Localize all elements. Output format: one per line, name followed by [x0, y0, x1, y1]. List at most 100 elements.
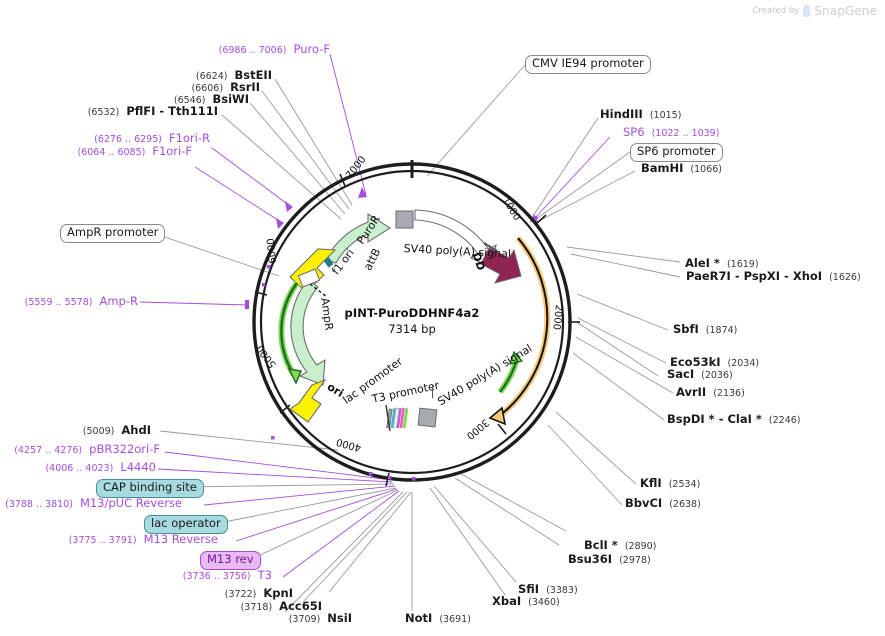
enzyme-label-acc65i[interactable]: (3718) Acc65I [160, 599, 322, 613]
boxed-label-m13-rev[interactable]: M13 rev [200, 551, 261, 570]
watermark-brand: SnapGene [814, 4, 877, 18]
enzyme-label-hindiii[interactable]: HindIII (1015) [600, 108, 682, 121]
enzyme-position: (3718) [240, 602, 273, 613]
enzyme-name: NotI [405, 611, 433, 625]
enzyme-name: RsrII [230, 80, 260, 94]
primer-name: M13 Reverse [143, 532, 218, 546]
enzyme-label-rsrii[interactable]: (6606) RsrII [60, 80, 260, 94]
primer-name: T3 [257, 568, 272, 582]
leader-lines-right [426, 64, 681, 506]
enzyme-label-bsiwi[interactable]: (6546) BsiWI [60, 92, 249, 106]
primer-range: (4006 .. 4023) [45, 463, 114, 474]
enzyme-label-alei[interactable]: AleI * (1619) [685, 256, 759, 270]
enzyme-name: BsiWI [212, 92, 249, 106]
primer-label-t3[interactable]: (3736 .. 3756) T3 [0, 568, 272, 582]
primer-label-m13-puc-reverse[interactable]: (3788 .. 3810) M13/pUC Reverse [0, 497, 182, 510]
feature-arc-sv40-polya-right [488, 236, 551, 426]
enzyme-label-noti[interactable]: NotI (3691) [405, 611, 471, 625]
tick-label-6000: 6000 [265, 237, 279, 265]
enzyme-name: BbvCI [625, 496, 663, 510]
enzyme-label-saci[interactable]: SacI (2036) [667, 367, 733, 381]
boxed-label-sp6-promoter[interactable]: SP6 promoter [630, 143, 723, 162]
enzyme-name: AleI * [685, 256, 720, 270]
enzyme-name: SfiI [518, 582, 540, 596]
primer-range: (4257 .. 4276) [14, 445, 83, 456]
plasmid-title: pINT-PuroDDHNF4a2 7314 bp [332, 306, 492, 336]
enzyme-position: (1066) [690, 164, 723, 175]
enzyme-name: BstEII [234, 68, 272, 82]
enzyme-label-bamhi[interactable]: BamHI (1066) [641, 161, 723, 175]
enzyme-name: BamHI [641, 161, 684, 175]
enzyme-name: Acc65I [279, 599, 322, 613]
feature-arc-green-right [497, 350, 524, 394]
leader-primer-sp6 [530, 136, 611, 222]
enzyme-name: Eco53kI [670, 355, 721, 369]
primer-label-amp-r[interactable]: (5559 .. 5578) Amp-R [0, 295, 138, 308]
enzyme-name: SacI [667, 367, 695, 381]
primer-name: pBR322ori-F [89, 442, 160, 456]
enzyme-name: XbaI [492, 594, 522, 608]
primer-range: (3775 .. 3791) [68, 535, 137, 546]
enzyme-name: AvrII [676, 385, 707, 399]
enzyme-name: KflI [640, 476, 662, 490]
enzyme-label-bsu36i[interactable]: Bsu36I (2978) [568, 552, 651, 566]
enzyme-name: SbfI [673, 322, 699, 336]
enzyme-label-bcli[interactable]: BclI * (2890) [584, 538, 656, 552]
enzyme-name: BclI * [584, 538, 618, 552]
primer-range: (3736 .. 3756) [182, 571, 251, 582]
enzyme-label-kpni[interactable]: (3722) KpnI [140, 586, 293, 600]
boxed-label-cap-binding-site[interactable]: CAP binding site [96, 479, 204, 498]
feature-cluster-promoters [385, 404, 438, 432]
enzyme-position: (3709) [288, 614, 321, 625]
enzyme-label-kfli[interactable]: KflI (2534) [640, 476, 701, 490]
enzyme-label-bspdi-clai[interactable]: BspDI * - ClaI * (2246) [667, 412, 801, 426]
enzyme-label-paer7i-pspxi-xhoi[interactable]: PaeR7I - PspXI - XhoI (1626) [686, 269, 861, 283]
enzyme-label-sfii[interactable]: SfiI (3383) [518, 582, 578, 596]
feature-separator-tick [432, 385, 433, 398]
primer-label-m13-reverse[interactable]: (3775 .. 3791) M13 Reverse [0, 532, 218, 546]
leader-primer-amp-r [139, 300, 249, 309]
primer-name: L4440 [120, 460, 156, 474]
leader-ampr-promoter [149, 231, 280, 277]
enzyme-name: Bsu36I [568, 552, 613, 566]
snapgene-watermark: Created by SnapGene [753, 4, 877, 18]
snapgene-logo-icon [803, 5, 811, 17]
enzyme-position: (6546) [173, 95, 206, 106]
enzyme-label-nsii[interactable]: (3709) NsiI [190, 612, 352, 625]
primer-label-sp6[interactable]: SP6 (1022 .. 1039) [623, 126, 719, 139]
enzyme-name: KpnI [263, 586, 293, 600]
plasmid-length: 7314 bp [388, 322, 436, 336]
enzyme-name: PaeR7I - PspXI - XhoI [686, 269, 823, 283]
feature-arrow-ampr [290, 268, 328, 386]
enzyme-label-sbfi[interactable]: SbfI (1874) [673, 322, 737, 336]
enzyme-label-avrii[interactable]: AvrII (2136) [676, 385, 745, 399]
enzyme-position: (2978) [619, 555, 651, 566]
enzyme-name: PflFI - Tth111I [126, 104, 218, 118]
enzyme-position: (3691) [439, 614, 471, 625]
enzyme-label-eco53ki[interactable]: Eco53kI (2034) [670, 355, 759, 369]
enzyme-position: (6624) [195, 71, 228, 82]
primer-name: Puro-F [293, 42, 330, 56]
enzyme-position: (1015) [649, 110, 682, 121]
enzyme-position: (3722) [224, 589, 257, 600]
primer-range: (5559 .. 5578) [24, 297, 93, 308]
enzyme-label-bsteii[interactable]: (6624) BstEII [60, 68, 272, 82]
enzyme-label-xbai[interactable]: XbaI (3460) [492, 594, 560, 608]
enzyme-position: (2534) [668, 479, 701, 490]
primer-label-l4440[interactable]: (4006 .. 4023) L4440 [0, 460, 156, 474]
boxed-label-cmv-promoter[interactable]: CMV IE94 promoter [525, 55, 651, 74]
enzyme-label-ahdi[interactable]: (5009) AhdI [20, 423, 151, 437]
primer-label-puro-f[interactable]: (6986 .. 7006) Puro-F [140, 42, 330, 56]
primer-label-f1ori-r[interactable]: (6276 .. 6295) F1ori-R [10, 132, 210, 145]
enzyme-name: BspDI * - ClaI * [667, 412, 762, 426]
enzyme-name: AhdI [121, 423, 151, 437]
primer-label-f1ori-f[interactable]: (6064 .. 6085) F1ori-F [0, 145, 192, 158]
enzyme-label-bbvci[interactable]: BbvCI (2638) [625, 496, 701, 510]
enzyme-position: (6532) [87, 107, 120, 118]
enzyme-label-pflfi-tth111i[interactable]: (6532) PflFI - Tth111I [40, 104, 218, 118]
enzyme-position: (2246) [768, 415, 801, 426]
boxed-label-ampr-promoter[interactable]: AmpR promoter [60, 224, 166, 243]
boxed-label-lac-operator[interactable]: lac operator [144, 515, 228, 534]
primer-label-pbr322ori-f[interactable]: (4257 .. 4276) pBR322ori-F [0, 442, 160, 456]
